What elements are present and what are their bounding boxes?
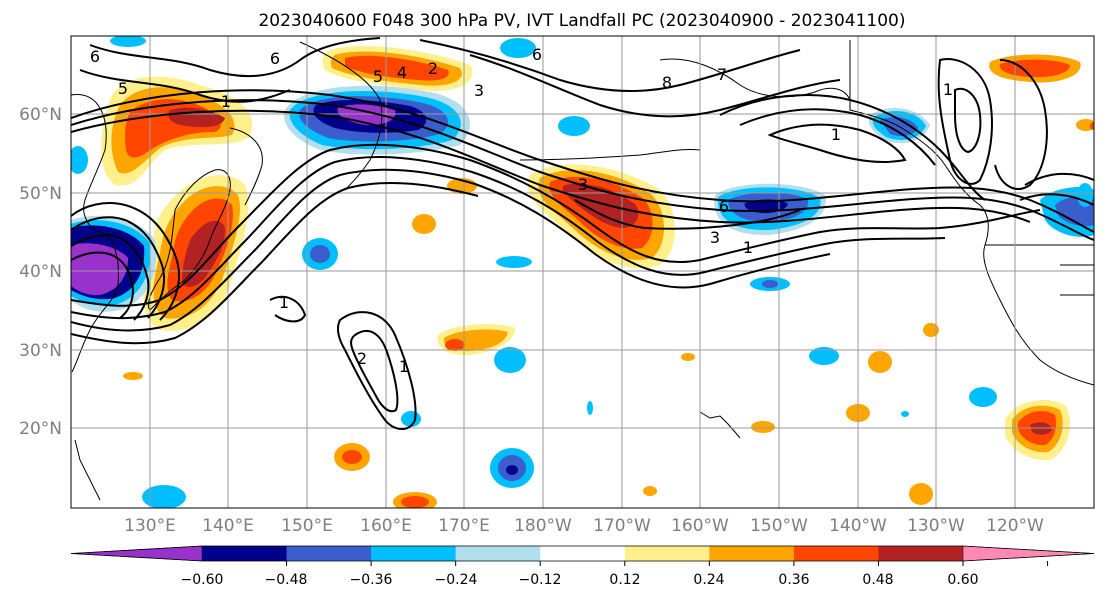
colorbar-tick-label: −0.12: [519, 572, 562, 588]
pv-label: 6: [90, 47, 100, 66]
lon-label: 170°W: [593, 516, 651, 536]
pv-label: 6: [270, 49, 280, 68]
colorbar: −0.60 −0.48 −0.36 −0.24 −0.12 0.12 0.24 …: [70, 545, 1095, 588]
lon-label: 160°W: [671, 516, 729, 536]
pv-label: 1: [221, 92, 231, 111]
lat-label: 30°N: [19, 341, 62, 361]
pv-label: 3: [578, 175, 588, 194]
colorbar-tick-label: 0.36: [778, 572, 809, 588]
colorbar-segment: [371, 546, 457, 561]
lon-label: 170°E: [438, 516, 490, 536]
lat-label: 60°N: [19, 105, 62, 125]
pv-label: 6: [532, 45, 542, 64]
graticule: [71, 36, 1094, 508]
lon-label: 120°W: [986, 516, 1044, 536]
pv-label: 2: [428, 59, 438, 78]
lat-label: 40°N: [19, 262, 62, 282]
colorbar-segment: [540, 546, 626, 561]
colorbar-segment: [878, 546, 964, 561]
pv-label: 3: [474, 81, 484, 100]
map-panel: 6 5 5 4 3 2 1 7 8 1 6 3 1 1 2 1 6 1 3 6: [70, 35, 1095, 509]
pv-contour-labels: 6 5 5 4 3 2 1 7 8 1 6 3 1 1 2 1 6 1 3 6: [90, 45, 953, 376]
colorbar-tick-label: −0.36: [350, 572, 393, 588]
pv-label: 1: [743, 238, 753, 257]
lon-label: 130°W: [907, 516, 965, 536]
colorbar-tick-label: 0.60: [947, 572, 978, 588]
pv-label: 4: [397, 63, 407, 82]
pv-label: 5: [118, 79, 128, 98]
lat-label: 50°N: [19, 184, 62, 204]
lon-label: 180°W: [514, 516, 572, 536]
colorbar-segment: [286, 546, 372, 561]
pv-label: 5: [373, 67, 383, 86]
colorbar-tick-label: 0.12: [609, 572, 640, 588]
pv-label: 1: [943, 80, 953, 99]
colorbar-segment: [624, 546, 710, 561]
lon-label: 140°E: [202, 516, 254, 536]
pv-label: 1: [279, 293, 289, 312]
lon-label: 130°E: [124, 516, 176, 536]
colorbar-extend-max: [962, 545, 1095, 562]
pv-label: 8: [662, 73, 672, 92]
pv-contours: [71, 37, 1094, 430]
lon-label: 160°E: [360, 516, 412, 536]
pv-label: 3: [710, 228, 720, 247]
colorbar-extend-min: [70, 545, 203, 562]
colorbar-tick-label: −0.60: [181, 572, 224, 588]
colorbar-segment: [709, 546, 795, 561]
longitude-labels: 130°E 140°E 150°E 160°E 170°E 180°W 170°…: [124, 516, 1044, 536]
colorbar-outline: [70, 545, 1095, 562]
coastlines: [71, 40, 1094, 501]
lat-label: 20°N: [19, 419, 62, 439]
pv-label: 1: [831, 125, 841, 144]
pv-label: 6: [719, 197, 729, 216]
colorbar-tick-label: −0.24: [435, 572, 478, 588]
pv-label: 7: [717, 65, 727, 84]
lon-label: 150°W: [750, 516, 808, 536]
colorbar-tick-label: 0.48: [862, 572, 893, 588]
colorbar-tick-label: −0.48: [265, 572, 308, 588]
colorbar-segment: [793, 546, 879, 561]
pv-label: 1: [399, 357, 409, 376]
colorbar-tick-label: 0.24: [693, 572, 724, 588]
pv-label: 2: [357, 349, 367, 368]
lon-label: 150°E: [281, 516, 333, 536]
ivt-pc-positive-shading: [101, 45, 1094, 508]
colorbar-segment: [202, 546, 288, 561]
latitude-labels: 60°N 50°N 40°N 30°N 20°N: [19, 105, 62, 439]
colorbar-segment: [455, 546, 541, 561]
figure-title: 2023040600 F048 300 hPa PV, IVT Landfall…: [258, 11, 905, 31]
lon-label: 140°W: [829, 516, 887, 536]
